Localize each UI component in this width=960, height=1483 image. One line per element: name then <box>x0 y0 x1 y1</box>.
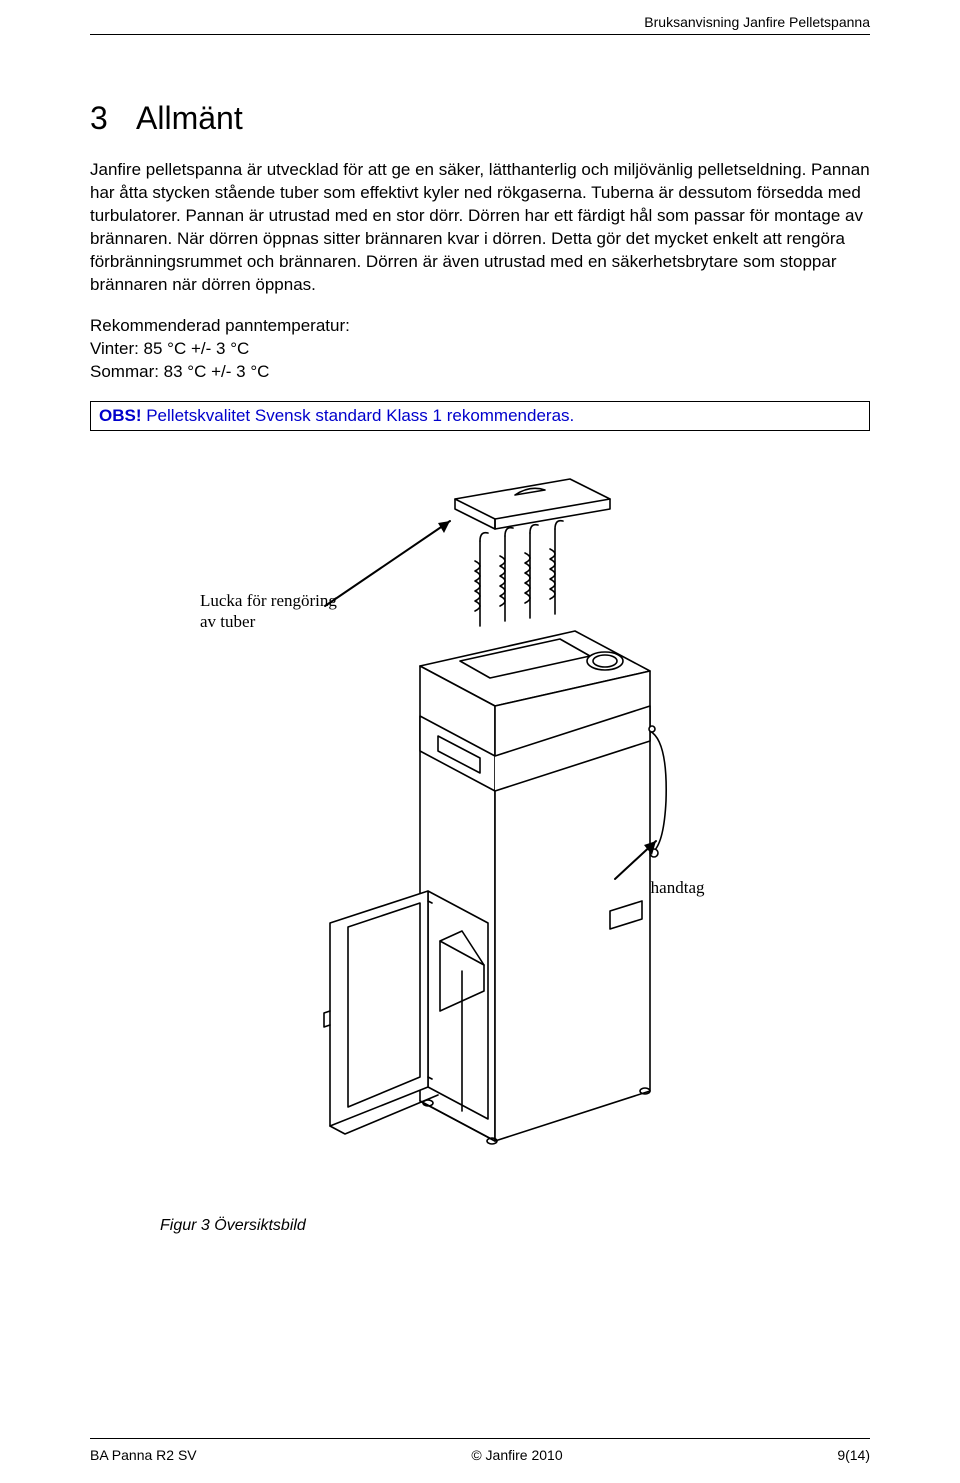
recommendation-winter: Vinter: 85 °C +/- 3 °C <box>90 338 870 361</box>
recommendation-summer: Sommar: 83 °C +/- 3 °C <box>90 361 870 384</box>
footer-rule <box>90 1438 870 1439</box>
obs-text: Pelletskvalitet Svensk standard Klass 1 … <box>142 406 575 425</box>
figure-caption: Figur 3 Översiktsbild <box>160 1217 870 1235</box>
footer-right: 9(14) <box>837 1447 870 1463</box>
turbulators-icon <box>475 521 563 626</box>
obs-box: OBS! Pelletskvalitet Svensk standard Kla… <box>90 401 870 431</box>
section-heading: 3Allmänt <box>90 100 870 137</box>
section-number: 3 <box>90 100 136 137</box>
recommendation-title: Rekommenderad panntemperatur: <box>90 315 870 338</box>
page-footer: BA Panna R2 SV © Janfire 2010 9(14) <box>90 1447 870 1463</box>
footer-left: BA Panna R2 SV <box>90 1447 197 1463</box>
header-subtitle: Bruksanvisning Janfire Pelletspanna <box>644 14 870 30</box>
figure-area: Lucka för rengöring av tuber Spaksotning… <box>90 471 870 1211</box>
arrow-callout-1 <box>325 521 450 606</box>
top-lid-icon <box>455 479 610 529</box>
section-title: Allmänt <box>136 100 243 136</box>
obs-label: OBS! <box>99 406 142 425</box>
boiler-diagram <box>270 471 750 1191</box>
body-paragraph: Janfire pelletspanna är utvecklad för at… <box>90 159 870 297</box>
soot-lever-icon <box>649 726 666 857</box>
footer-center: © Janfire 2010 <box>197 1447 838 1463</box>
recommendation-block: Rekommenderad panntemperatur: Vinter: 85… <box>90 315 870 384</box>
header-rule <box>90 34 870 35</box>
